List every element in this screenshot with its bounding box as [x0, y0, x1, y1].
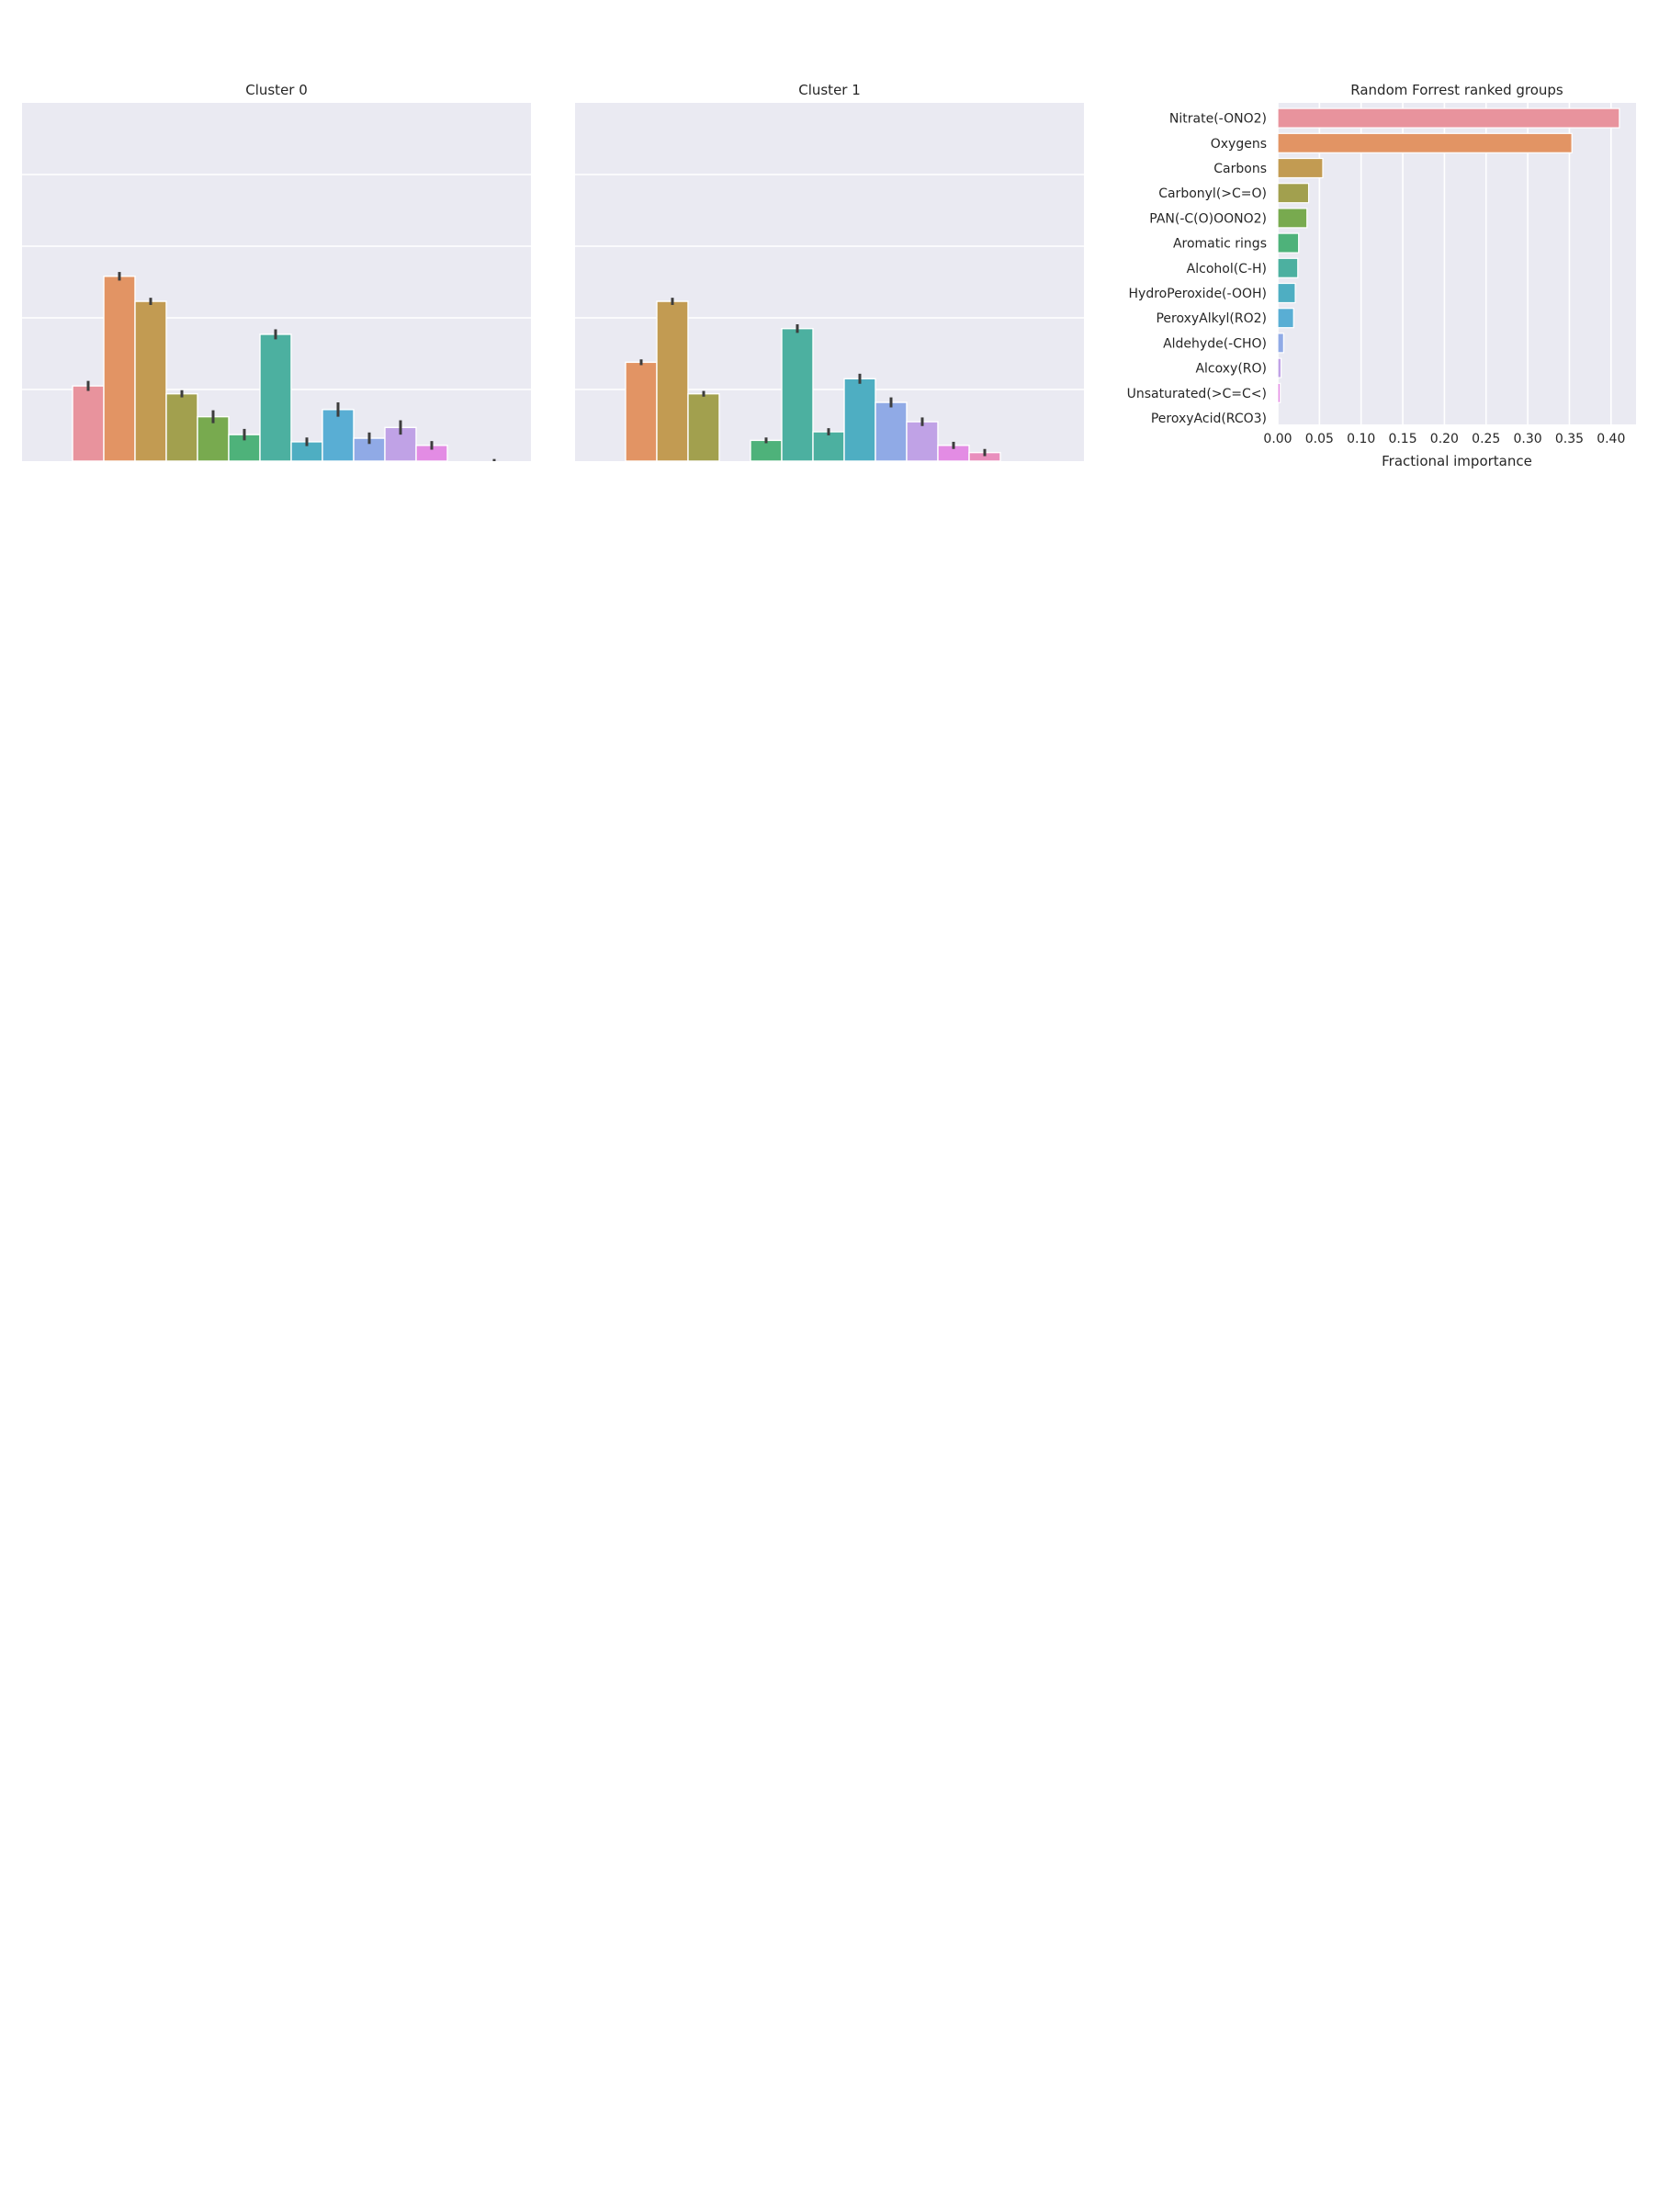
ranked-groups-category-label: Aromatic rings [1173, 237, 1267, 252]
ranked-groups-bar [1277, 382, 1281, 403]
ranked-groups-category-label: Carbons [1213, 162, 1267, 176]
cluster-1-title: Cluster 1 [798, 82, 861, 98]
cluster-1-bar [875, 401, 908, 462]
ranked-groups-x-tick-label: 0.25 [1472, 432, 1500, 446]
cluster-0-bar [134, 300, 167, 462]
ranked-groups-bar [1277, 308, 1294, 329]
ranked-groups-x-tick-labels: 0.00 0.05 0.10 0.15 0.20 0.25 0.30 0.35 0.40 [1263, 432, 1625, 446]
cluster-0-bar [197, 415, 230, 462]
cluster-0-panel: Cluster 0 [22, 82, 531, 462]
ranked-groups-x-tick-label: 0.40 [1597, 432, 1625, 446]
cluster-0-bar [103, 276, 136, 462]
ranked-groups-category-label: Aldehyde(-CHO) [1163, 336, 1267, 351]
cluster-1-bar [781, 328, 814, 462]
cluster-0-bar [72, 385, 105, 462]
ranked-groups-bar [1277, 107, 1620, 129]
ranked-groups-x-axis-label: Fractional importance [1382, 453, 1532, 469]
ranked-groups-category-label: PeroxyAcid(RCO3) [1151, 412, 1267, 426]
cluster-1-bar [656, 300, 689, 462]
cluster-1-bar [812, 431, 845, 462]
ranked-groups-category-label: Alcohol(C-H) [1187, 262, 1267, 276]
ranked-groups-plot-background [1278, 103, 1636, 424]
ranked-groups-title: Random Forrest ranked groups [1350, 82, 1563, 98]
ranked-groups-x-tick-label: 0.15 [1388, 432, 1416, 446]
cluster-0-bar [259, 333, 292, 462]
cluster-0-title: Cluster 0 [245, 82, 308, 98]
cluster-1-bar [687, 392, 720, 462]
ranked-groups-x-tick-label: 0.20 [1430, 432, 1459, 446]
cluster-1-bar [625, 361, 658, 462]
ranked-groups-bar [1277, 157, 1324, 179]
ranked-groups-gridlines [1277, 103, 1612, 424]
ranked-groups-category-label: PeroxyAlkyl(RO2) [1156, 311, 1267, 326]
ranked-groups-bar [1277, 333, 1284, 354]
ranked-groups-category-label: Nitrate(-ONO2) [1169, 112, 1267, 127]
ranked-groups-bar [1277, 132, 1573, 153]
ranked-groups-category-label: PAN(-C(O)OONO2) [1149, 211, 1267, 226]
ranked-groups-category-label: HydroPeroxide(-OOH) [1129, 287, 1267, 301]
ranked-groups-category-label: Unsaturated(>C=C<) [1127, 387, 1267, 401]
ranked-groups-category-label: Alcoxy(RO) [1195, 362, 1267, 377]
ranked-groups-x-tick-label: 0.10 [1347, 432, 1375, 446]
ranked-groups-bar [1277, 208, 1308, 229]
cluster-1-bar [843, 378, 876, 462]
cluster-0-bar [322, 409, 355, 462]
cluster-0-bar [165, 392, 198, 462]
cluster-1-bar [906, 421, 939, 462]
ranked-groups-bar [1277, 282, 1296, 304]
ranked-groups-category-labels: Nitrate(-ONO2) Oxygens Carbons Carbonyl(>C=… [1127, 112, 1267, 426]
ranked-groups-x-tick-label: 0.35 [1555, 432, 1584, 446]
ranked-groups-x-tick-label: 0.05 [1305, 432, 1334, 446]
ranked-groups-bar [1277, 183, 1310, 204]
cluster-1-panel: Cluster 1 [575, 82, 1084, 462]
ranked-groups-bar [1277, 232, 1300, 254]
ranked-groups-x-tick-label: 0.30 [1514, 432, 1542, 446]
cluster-1-bars [625, 298, 1001, 462]
ranked-groups-category-label: Carbonyl(>C=O) [1158, 186, 1267, 201]
ranked-groups-bars [1277, 107, 1620, 403]
cluster-1-bar [750, 439, 783, 462]
ranked-groups-x-tick-label: 0.00 [1263, 432, 1292, 446]
ranked-groups-panel: Nitrate(-ONO2) Oxygens Carbons Carbonyl(>C=… [1127, 82, 1636, 469]
cluster-0-bars [72, 272, 496, 462]
ranked-groups-bar [1277, 357, 1282, 378]
ranked-groups-category-label: Oxygens [1211, 137, 1267, 152]
ranked-groups-bar [1277, 257, 1299, 278]
